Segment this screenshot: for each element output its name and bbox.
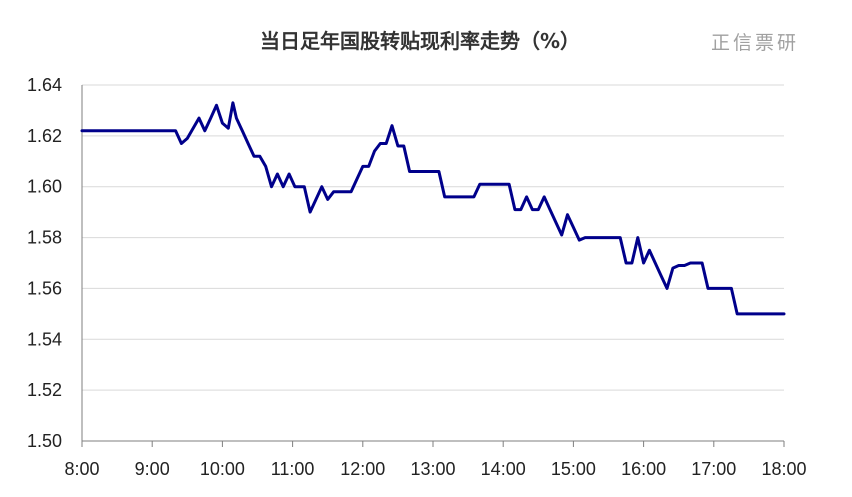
x-tick-label: 9:00 (135, 459, 170, 479)
y-tick-label: 1.50 (27, 431, 62, 451)
y-tick-label: 1.54 (27, 329, 62, 349)
y-tick-label: 1.64 (27, 75, 62, 95)
y-tick-label: 1.60 (27, 177, 62, 197)
x-tick-label: 14:00 (481, 459, 526, 479)
y-tick-label: 1.52 (27, 380, 62, 400)
x-tick-label: 18:00 (761, 459, 806, 479)
chart-title: 当日足年国股转贴现利率走势（%） (260, 29, 580, 53)
x-tick-label: 11:00 (271, 459, 315, 479)
x-tick-label: 10:00 (200, 459, 245, 479)
y-axis-ticks: 1.50 1.52 1.54 1.56 1.58 1.60 1.62 1.64 (27, 75, 62, 451)
y-tick-label: 1.56 (27, 278, 62, 298)
x-axis-ticks: 8:00 9:00 10:00 11:00 12:00 13:00 14:00 15:00 16… (64, 441, 807, 479)
x-tick-label: 15:00 (551, 459, 596, 479)
x-tick-label: 13:00 (410, 459, 455, 479)
gridlines (82, 84, 784, 391)
y-tick-label: 1.58 (27, 228, 62, 248)
x-tick-label: 17:00 (691, 459, 736, 479)
x-tick-label: 8:00 (64, 459, 99, 479)
series-layer (80, 101, 786, 316)
x-tick-label: 12:00 (340, 459, 385, 479)
y-tick-label: 1.62 (27, 126, 62, 146)
series-line-0 (80, 101, 786, 316)
watermark-text: 正信票研 (711, 32, 799, 54)
x-tick-label: 16:00 (621, 459, 666, 479)
